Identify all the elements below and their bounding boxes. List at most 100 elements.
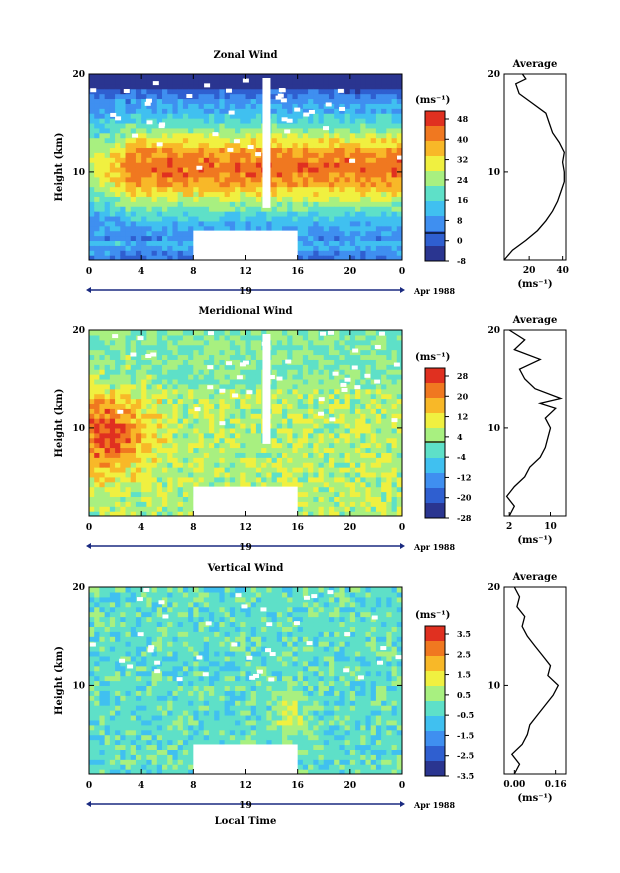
heatmap-cell — [193, 191, 200, 197]
heatmap-cell — [386, 437, 393, 444]
heatmap-cell — [115, 393, 121, 400]
heatmap-cell — [156, 171, 163, 178]
heatmap-cell — [292, 349, 299, 356]
heatmap-cell — [360, 437, 367, 444]
heatmap-cell — [271, 152, 278, 158]
heatmap-cell — [323, 432, 330, 439]
heatmap-cell — [266, 462, 273, 468]
heatmap-cell — [115, 432, 121, 439]
heatmap-cell — [89, 427, 95, 434]
heatmap-cell — [219, 364, 226, 370]
heatmap-cell — [203, 374, 210, 380]
heatmap-cell — [109, 601, 116, 608]
heatmap-cell — [177, 359, 184, 365]
heatmap-cell — [365, 467, 372, 473]
heatmap-cell — [193, 447, 200, 453]
heatmap-cell — [177, 437, 184, 444]
heatmap-cell — [255, 157, 262, 163]
heatmap-cell — [365, 452, 372, 458]
heatmap-cell — [172, 147, 179, 153]
heatmap-cell — [282, 403, 288, 409]
heatmap-cell — [360, 481, 367, 488]
heatmap-cell — [167, 339, 174, 346]
heatmap-cell — [172, 437, 179, 444]
heatmap-cell — [229, 452, 236, 458]
heatmap-cell — [240, 225, 247, 232]
heatmap-cell — [224, 354, 231, 360]
heatmap-cell — [360, 88, 367, 95]
heatmap-cell — [198, 408, 205, 414]
heatmap-cell — [177, 457, 184, 463]
heatmap-cell — [255, 447, 262, 453]
heatmap-cell — [146, 245, 153, 251]
heatmap-cell — [334, 152, 340, 158]
heatmap-cell — [297, 423, 304, 429]
heatmap-cell — [276, 359, 283, 365]
heatmap-cell — [282, 162, 288, 168]
heatmap-cell — [323, 457, 330, 463]
heatmap-cell — [235, 354, 241, 360]
heatmap-cell — [365, 354, 372, 360]
heatmap-cell — [271, 437, 278, 444]
heatmap-cell — [203, 176, 210, 183]
missing-cell — [378, 331, 385, 336]
heatmap-cell — [162, 403, 168, 409]
heatmap-cell — [135, 225, 142, 232]
heatmap-cell — [219, 423, 226, 429]
heatmap-cell — [130, 408, 137, 414]
heatmap-cell — [323, 369, 330, 375]
heatmap-cell — [229, 344, 236, 351]
heatmap-cell — [276, 471, 283, 478]
heatmap-cell — [391, 496, 398, 502]
heatmap-cell — [224, 447, 231, 453]
missing-cell — [352, 348, 359, 353]
heatmap-cell — [162, 83, 168, 90]
heatmap-cell — [177, 215, 184, 222]
heatmap-cell — [308, 250, 314, 256]
heatmap-cell — [99, 122, 106, 129]
heatmap-cell — [193, 462, 200, 468]
heatmap-cell — [94, 660, 101, 667]
heatmap-cell — [313, 349, 320, 356]
heatmap-cell — [167, 93, 174, 100]
heatmap-cell — [177, 403, 184, 409]
heatmap-cell — [141, 423, 147, 429]
heatmap-cell — [177, 186, 184, 193]
heatmap-cell — [302, 452, 309, 458]
heatmap-cell — [349, 496, 356, 502]
heatmap-cell — [120, 462, 127, 468]
heatmap-cell — [214, 196, 221, 202]
heatmap-cell — [271, 157, 278, 163]
heatmap-cell — [381, 83, 387, 90]
heatmap-cell — [141, 408, 147, 414]
heatmap-cell — [386, 93, 393, 100]
heatmap-cell — [151, 476, 158, 483]
heatmap-cell — [115, 103, 121, 109]
heatmap-cell — [182, 403, 189, 409]
heatmap-cell — [271, 122, 278, 129]
heatmap-cell — [250, 171, 257, 178]
heatmap-cell — [120, 442, 127, 449]
heatmap-cell — [308, 437, 314, 444]
heatmap-cell — [370, 215, 377, 222]
heatmap-cell — [167, 432, 174, 439]
heatmap-cell — [391, 235, 398, 242]
heatmap-cell — [198, 93, 205, 100]
heatmap-cell — [261, 211, 267, 217]
heatmap-cell — [208, 393, 215, 400]
heatmap-cell — [271, 388, 278, 395]
heatmap-cell — [99, 255, 106, 260]
heatmap-cell — [370, 122, 377, 129]
heatmap-cell — [146, 398, 153, 405]
heatmap-cell — [292, 152, 299, 158]
heatmap-cell — [156, 452, 163, 458]
heatmap-cell — [182, 196, 189, 202]
heatmap-cell — [313, 452, 320, 458]
heatmap-cell — [381, 127, 387, 134]
heatmap-cell — [125, 496, 132, 502]
heatmap-cell — [94, 225, 101, 232]
heatmap-cell — [125, 403, 132, 409]
heatmap-cell — [99, 729, 106, 736]
heatmap-cell — [141, 339, 147, 346]
heatmap-cell — [104, 147, 111, 153]
